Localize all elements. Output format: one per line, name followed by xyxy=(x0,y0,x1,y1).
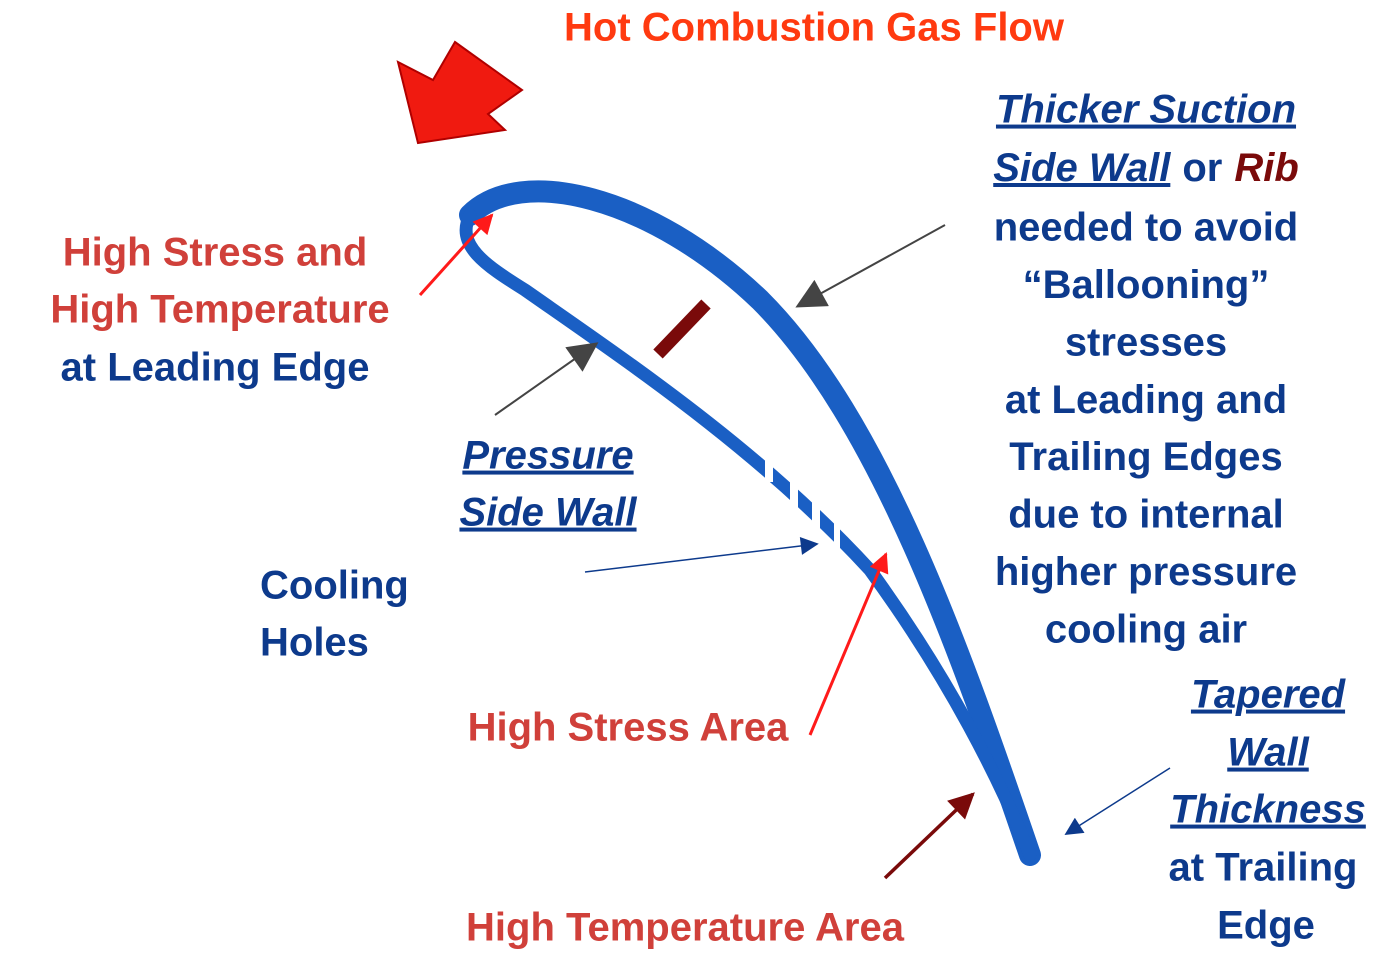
label: Trailing Edges xyxy=(1009,435,1282,479)
arrows xyxy=(418,213,1171,880)
label: High Temperature Area xyxy=(466,906,905,950)
label: at Leading and xyxy=(1005,378,1287,422)
label: Pressure xyxy=(462,434,633,478)
cooling-holes-gaps xyxy=(765,452,840,558)
label: High Stress and xyxy=(63,231,368,275)
airfoil xyxy=(459,180,1041,866)
label-group: needed to avoid “Ballooning” stresses at Le… xyxy=(994,206,1299,652)
label: higher pressure xyxy=(995,550,1297,594)
label: or xyxy=(1182,146,1222,190)
label: due to internal xyxy=(1008,493,1284,537)
flow-arrow xyxy=(396,40,524,145)
label: at Leading Edge xyxy=(61,346,370,390)
label: Cooling xyxy=(260,564,409,608)
rib xyxy=(653,299,711,359)
label: “Ballooning” xyxy=(1023,263,1270,307)
label: Holes xyxy=(260,621,369,665)
label: Rib xyxy=(1234,146,1298,190)
label: at Trailing xyxy=(1169,846,1358,890)
label: High Temperature xyxy=(50,288,389,332)
label: stresses xyxy=(1065,320,1227,364)
label: Wall xyxy=(1227,731,1309,775)
title: Hot Combustion Gas Flow xyxy=(564,6,1065,50)
label: Side Wall or Rib xyxy=(993,146,1299,190)
label: Thickness xyxy=(1170,788,1366,832)
label: Side Wall xyxy=(459,491,637,535)
label: Side Wall xyxy=(993,146,1171,190)
label: High Stress Area xyxy=(468,706,790,750)
label: Thicker Suction xyxy=(996,88,1296,132)
label: needed to avoid xyxy=(994,206,1299,250)
label: cooling air xyxy=(1045,607,1247,651)
label: Tapered xyxy=(1191,673,1347,717)
label: Edge xyxy=(1217,904,1315,948)
